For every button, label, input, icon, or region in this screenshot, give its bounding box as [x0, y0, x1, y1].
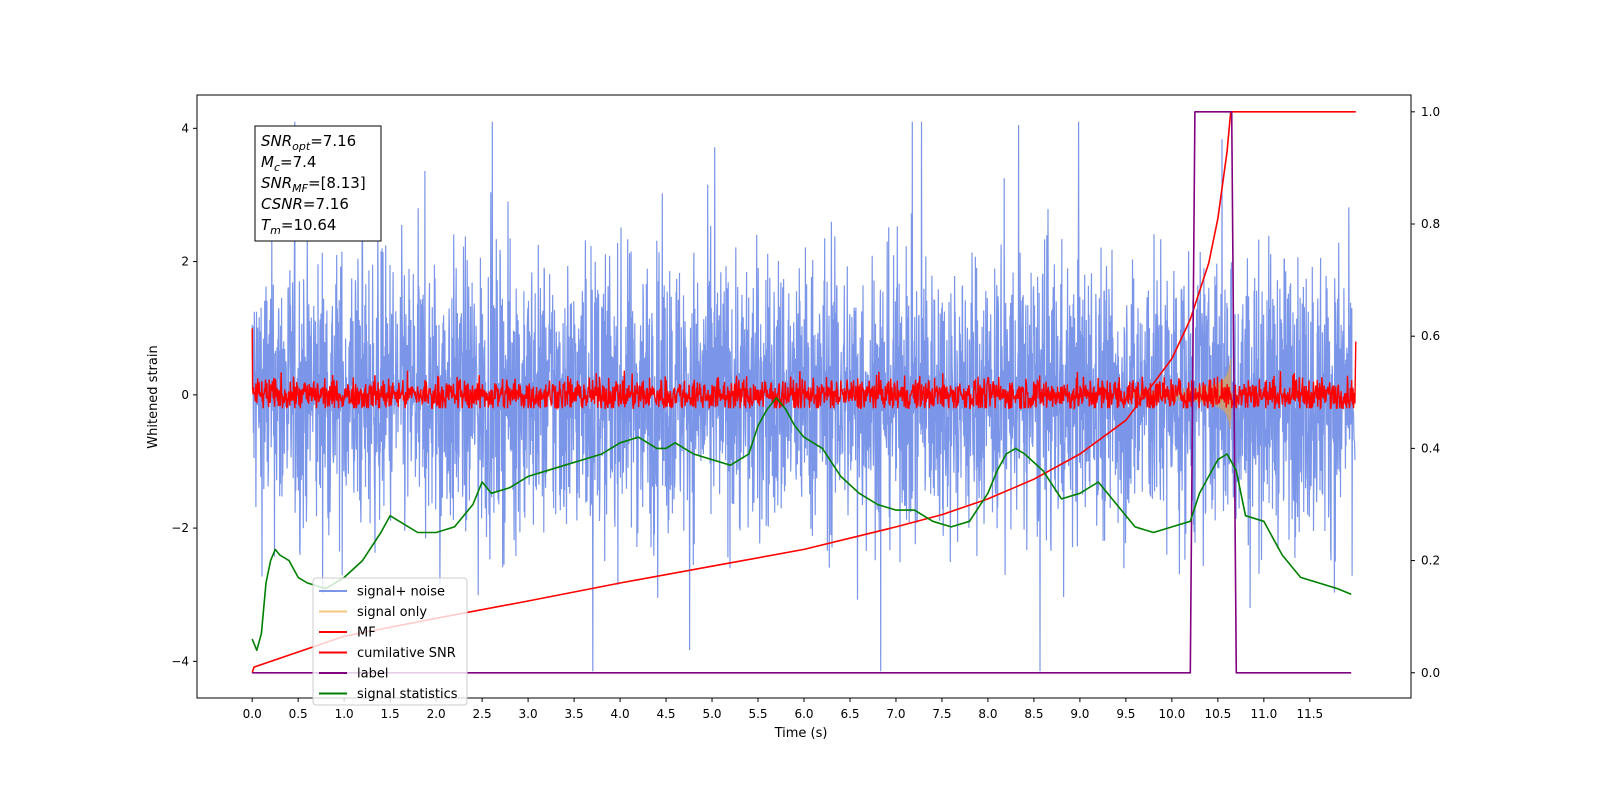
x-axis-ticks: 0.0 0.5 1.0 1.5 2.0 2.5 3.0 3.5 4.0 4.5 5.0 5.5 6.0 6… [243, 698, 1323, 721]
x-tick-label: 8.0 [978, 707, 997, 721]
x-tick-label: 7.0 [886, 707, 905, 721]
legend: signal+ noise signal only MF cumilative SNR… [312, 577, 468, 706]
x-tick-label: 11.0 [1250, 707, 1277, 721]
x-tick-label: 5.0 [702, 707, 721, 721]
y2-tick-label: 0.2 [1421, 554, 1440, 568]
x-tick-label: 2.0 [427, 707, 446, 721]
x-tick-label: 1.5 [381, 707, 400, 721]
y-axis-ticks: 4 2 0 −2 −4 [171, 121, 197, 668]
x-tick-label: 9.0 [1070, 707, 1089, 721]
legend-label: MF [357, 626, 376, 641]
y-tick-label: 0 [181, 388, 189, 402]
legend-label: signal only [357, 605, 427, 620]
x-tick-label: 11.5 [1296, 707, 1323, 721]
x-tick-label: 4.5 [656, 707, 675, 721]
series-signal-statistics-line [251, 397, 1352, 652]
y-tick-label: −4 [171, 654, 189, 668]
annotation-line: SNRMF=[8.13] [261, 174, 366, 195]
y-tick-label: 4 [181, 121, 189, 135]
y2-tick-label: 0.4 [1421, 441, 1440, 455]
annotation-line: Mc=7.4 [261, 153, 316, 174]
annotation-line: Tm=10.64 [261, 216, 336, 237]
legend-label: signal+ noise [357, 585, 445, 600]
series-mf-line [251, 328, 1357, 411]
x-tick-label: 10.0 [1159, 707, 1186, 721]
x-tick-label: 5.5 [748, 707, 767, 721]
y-tick-label: −2 [171, 521, 189, 535]
x-tick-label: 0.0 [243, 707, 262, 721]
x-tick-label: 6.5 [840, 707, 859, 721]
y2-tick-label: 0.8 [1421, 217, 1440, 231]
x-tick-label: 8.5 [1024, 707, 1043, 721]
y2-tick-label: 0.6 [1421, 329, 1440, 343]
x-tick-label: 0.5 [289, 707, 308, 721]
y-axis-label: Whitened strain [146, 345, 161, 448]
x-tick-label: 2.5 [473, 707, 492, 721]
x-tick-label: 3.5 [565, 707, 584, 721]
x-tick-label: 4.0 [611, 707, 630, 721]
annotation-line: SNRopt=7.16 [261, 132, 356, 153]
series-signal-plus-noise-line [251, 121, 1356, 672]
x-tick-label: 6.0 [794, 707, 813, 721]
y2-axis-ticks: 1.0 0.8 0.6 0.4 0.2 0.0 [1411, 105, 1440, 680]
x-tick-label: 9.5 [1116, 707, 1135, 721]
x-axis-label: Time (s) [774, 726, 828, 741]
y2-tick-label: 0.0 [1421, 666, 1440, 680]
legend-label: label [357, 667, 388, 682]
x-tick-label: 7.5 [932, 707, 951, 721]
legend-label: cumilative SNR [357, 646, 456, 661]
series-label-line [252, 111, 1352, 674]
y-tick-label: 2 [181, 255, 189, 269]
legend-label: signal statistics [357, 687, 458, 702]
annotation-line: CSNR=7.16 [261, 195, 349, 213]
x-tick-label: 1.0 [335, 707, 354, 721]
x-tick-label: 3.0 [519, 707, 538, 721]
x-tick-label: 10.5 [1205, 707, 1232, 721]
y2-tick-label: 1.0 [1421, 105, 1440, 119]
